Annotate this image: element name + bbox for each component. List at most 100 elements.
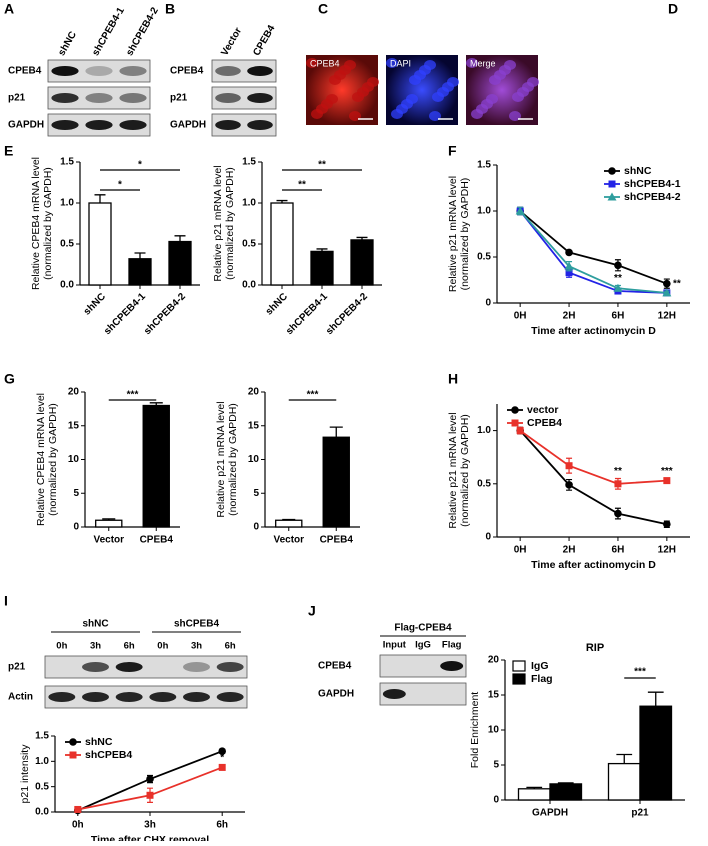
sig-label: *: [138, 160, 142, 171]
y-tick-label: 1.0: [477, 206, 491, 217]
chart-title: RIP: [586, 642, 604, 654]
panel-letter: D: [668, 1, 678, 17]
blot-row-label: p21: [8, 93, 26, 104]
x-axis-label: Time after CHX removal: [91, 834, 209, 841]
y-tick-label: 5: [73, 488, 79, 499]
blot-strip: [211, 113, 277, 137]
sig-label: **: [673, 279, 681, 290]
y-tick-label: 0.5: [477, 252, 491, 263]
bar: [270, 202, 294, 286]
x-tick-label: 12H: [658, 545, 676, 556]
error-bar: [276, 199, 288, 203]
blot-row-label: p21: [8, 662, 26, 673]
blot-strip: [47, 86, 151, 110]
y-axis-label: (normalized by GAPDH): [459, 414, 471, 527]
band: [51, 120, 79, 130]
y-tick-label: 1.5: [35, 731, 49, 742]
y-axis-label: Relative p21 mRNA level: [215, 401, 227, 517]
x-tick-label: shCPEB4-1: [102, 291, 148, 337]
band: [215, 120, 241, 130]
blot-row-label: CPEB4: [170, 66, 204, 77]
panel-letter: I: [4, 593, 8, 609]
band: [183, 662, 210, 672]
marker: [74, 805, 82, 813]
marker: [565, 462, 573, 470]
band: [51, 66, 79, 76]
band: [382, 689, 406, 699]
bar: [142, 404, 170, 528]
y-tick-label: 15: [488, 690, 500, 701]
blot-row-label: CPEB4: [8, 66, 42, 77]
sig-label: **: [318, 160, 326, 171]
marker: [516, 427, 524, 435]
series-line: [519, 429, 668, 526]
panel-letter: H: [448, 371, 458, 387]
legend-marker: [69, 751, 77, 759]
band: [51, 93, 79, 103]
y-tick-label: 1.5: [477, 160, 491, 171]
y-axis-label: (normalized by GAPDH): [459, 178, 471, 291]
error-bar: [526, 786, 543, 789]
lane-label: CPEB4: [251, 23, 277, 58]
x-tick-label: 6h: [216, 820, 228, 831]
error-bar: [647, 691, 664, 707]
blot-strip: [44, 685, 248, 709]
error-bar: [149, 402, 163, 406]
band: [48, 692, 76, 702]
legend-label: shNC: [85, 736, 113, 748]
bar: [639, 705, 673, 801]
sig-label: **: [614, 466, 622, 477]
x-tick-label: CPEB4: [140, 535, 174, 546]
band: [119, 120, 147, 130]
x-tick-label: Vector: [93, 535, 124, 546]
error-bar: [282, 518, 296, 521]
bar: [88, 202, 112, 286]
lane-label: shCPEB4-2: [124, 5, 161, 58]
cell: [367, 77, 379, 87]
marker: [663, 279, 671, 288]
y-tick-label: 0.5: [242, 239, 256, 250]
cell: [424, 60, 436, 70]
x-tick-label: GAPDH: [532, 808, 568, 819]
legend-label: shCPEB4-2: [624, 191, 681, 203]
bar: [350, 239, 374, 286]
series-line: [519, 429, 667, 485]
x-tick-label: 0H: [514, 545, 527, 556]
legend-label: CPEB4: [527, 417, 562, 429]
x-tick-label: shCPEB4-2: [142, 291, 188, 337]
marker: [614, 480, 622, 488]
y-tick-label: 1.5: [60, 157, 74, 168]
lane-label: Input: [383, 640, 407, 651]
y-tick-label: 20: [248, 387, 260, 398]
bar: [607, 762, 641, 801]
micrograph-label: Merge: [470, 58, 496, 68]
legend-marker: [69, 738, 77, 746]
blot-strip: [211, 59, 277, 83]
band: [115, 692, 143, 702]
cell: [326, 94, 338, 104]
panel-letter: B: [165, 1, 175, 17]
y-tick-label: 0.5: [477, 478, 491, 489]
marker: [565, 269, 573, 277]
series-line: [519, 210, 667, 294]
legend-label: shNC: [624, 165, 652, 177]
band: [85, 120, 113, 130]
blot-row-label: Actin: [8, 692, 33, 703]
series-line: [519, 210, 668, 285]
x-tick-label: 2H: [563, 545, 576, 556]
panel-letter: C: [318, 1, 328, 17]
y-tick-label: 10: [488, 725, 500, 736]
band: [215, 66, 241, 76]
band: [247, 120, 273, 130]
y-axis-label: (normalized by GAPDH): [224, 167, 236, 280]
cell: [406, 94, 418, 104]
error-bar: [356, 236, 368, 240]
lane-label: IgG: [415, 640, 431, 651]
lane-label: 0h: [157, 641, 168, 652]
y-tick-label: 1.0: [60, 198, 74, 209]
y-tick-label: 20: [68, 387, 80, 398]
sig-label: **: [614, 273, 622, 284]
legend-marker: [511, 406, 519, 414]
lane-label: 0h: [56, 641, 67, 652]
